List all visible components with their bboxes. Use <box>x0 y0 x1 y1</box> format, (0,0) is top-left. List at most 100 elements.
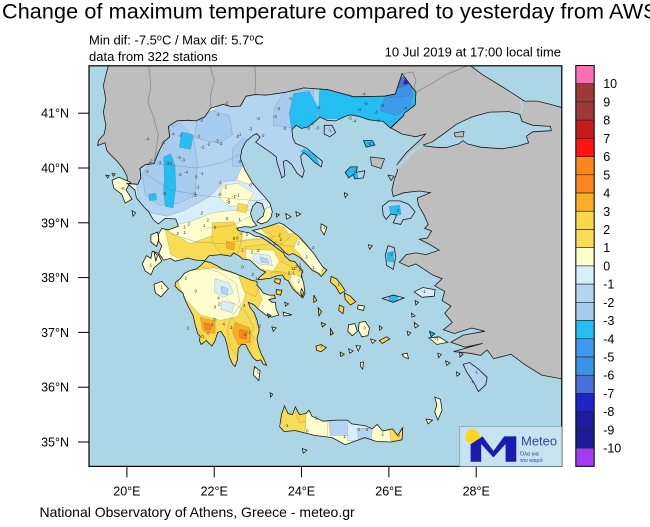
svg-text:1: 1 <box>255 276 258 281</box>
svg-text:-8: -8 <box>603 405 614 419</box>
svg-text:0: 0 <box>236 236 239 241</box>
svg-text:-2: -2 <box>396 208 400 213</box>
svg-text:2: 2 <box>274 241 277 246</box>
svg-text:-3: -3 <box>145 169 149 174</box>
svg-text:10 Jul 2019 at 17:00 local tim: 10 Jul 2019 at 17:00 local time <box>385 45 561 60</box>
svg-text:0: 0 <box>397 433 400 438</box>
svg-text:2: 2 <box>258 324 261 329</box>
svg-text:-4: -4 <box>362 92 366 97</box>
svg-text:0: 0 <box>195 288 198 293</box>
svg-text:-2: -2 <box>261 133 265 138</box>
svg-text:-3: -3 <box>276 106 280 111</box>
svg-text:-2: -2 <box>178 133 182 138</box>
svg-text:-4: -4 <box>147 161 151 166</box>
svg-text:2: 2 <box>207 218 210 223</box>
svg-text:-1: -1 <box>216 112 220 117</box>
svg-text:1: 1 <box>292 270 295 275</box>
svg-text:-2: -2 <box>161 140 165 145</box>
svg-text:Change of maximum temperature: Change of maximum temperature compared t… <box>2 0 650 24</box>
svg-text:-2: -2 <box>288 96 292 101</box>
svg-text:-7: -7 <box>603 387 614 401</box>
svg-text:2: 2 <box>241 248 244 253</box>
svg-text:-2: -2 <box>149 159 153 164</box>
svg-text:-2: -2 <box>199 118 203 123</box>
svg-text:3: 3 <box>251 272 254 277</box>
svg-text:2: 2 <box>201 211 204 216</box>
svg-text:0: 0 <box>195 174 198 179</box>
svg-text:-1: -1 <box>232 194 236 199</box>
svg-text:-1: -1 <box>217 180 221 185</box>
svg-text:26°E: 26°E <box>375 484 402 498</box>
svg-text:τον καιρό: τον καιρό <box>520 457 543 464</box>
svg-text:0: 0 <box>233 236 236 241</box>
svg-text:28°E: 28°E <box>463 484 490 498</box>
svg-text:-3: -3 <box>603 314 614 328</box>
svg-text:4: 4 <box>603 187 610 201</box>
svg-text:-6: -6 <box>603 369 614 383</box>
svg-text:2: 2 <box>185 276 188 281</box>
svg-text:-1: -1 <box>236 193 240 198</box>
svg-text:-3: -3 <box>367 141 371 146</box>
svg-text:4: 4 <box>243 303 246 308</box>
svg-text:2: 2 <box>251 250 254 255</box>
svg-text:2: 2 <box>280 237 283 242</box>
svg-text:-2: -2 <box>224 101 228 106</box>
svg-text:0: 0 <box>214 225 217 230</box>
svg-text:39°N: 39°N <box>41 216 69 230</box>
svg-text:-2: -2 <box>235 134 239 139</box>
svg-text:1: 1 <box>183 230 186 235</box>
svg-text:36°N: 36°N <box>41 381 69 395</box>
svg-text:-1: -1 <box>321 224 325 229</box>
svg-text:35°N: 35°N <box>41 436 69 450</box>
svg-text:-3: -3 <box>177 155 181 160</box>
svg-text:2: 2 <box>298 279 301 284</box>
svg-text:1: 1 <box>315 415 318 420</box>
svg-text:38°N: 38°N <box>41 271 69 285</box>
svg-text:-0: -0 <box>226 200 230 205</box>
svg-text:2: 2 <box>246 232 249 237</box>
svg-text:2: 2 <box>218 301 221 306</box>
svg-text:-2: -2 <box>282 126 286 131</box>
svg-text:-1: -1 <box>380 432 384 437</box>
svg-text:0: 0 <box>366 427 369 432</box>
svg-text:-5: -5 <box>348 115 352 120</box>
svg-text:0: 0 <box>226 216 229 221</box>
svg-text:6: 6 <box>603 150 610 164</box>
svg-text:-4: -4 <box>184 170 188 175</box>
svg-text:-1: -1 <box>435 337 439 342</box>
svg-text:-2: -2 <box>193 193 197 198</box>
svg-text:-1: -1 <box>470 379 474 384</box>
svg-text:-1: -1 <box>223 185 227 190</box>
svg-text:0: 0 <box>306 428 309 433</box>
svg-text:-3: -3 <box>256 116 260 121</box>
svg-text:0: 0 <box>213 317 216 322</box>
svg-text:-5: -5 <box>603 351 614 365</box>
svg-text:1: 1 <box>257 370 260 375</box>
svg-text:-2: -2 <box>168 161 172 166</box>
svg-text:-4: -4 <box>145 137 149 142</box>
svg-text:0: 0 <box>249 183 252 188</box>
svg-text:3: 3 <box>603 205 610 219</box>
svg-text:2: 2 <box>187 221 190 226</box>
svg-text:3: 3 <box>257 248 260 253</box>
svg-text:7: 7 <box>603 132 610 146</box>
svg-text:2: 2 <box>295 264 298 269</box>
svg-text:1: 1 <box>312 265 315 270</box>
svg-text:1: 1 <box>161 285 164 290</box>
svg-text:National Observatory of Athens: National Observatory of Athens, Greece -… <box>40 504 355 520</box>
svg-text:-1: -1 <box>474 370 478 375</box>
svg-text:1: 1 <box>203 223 206 228</box>
svg-text:-2: -2 <box>200 144 204 149</box>
svg-text:2: 2 <box>176 231 179 236</box>
svg-text:-1: -1 <box>356 427 360 432</box>
svg-text:0: 0 <box>364 326 367 331</box>
svg-text:-4: -4 <box>357 107 361 112</box>
svg-text:2: 2 <box>299 263 302 268</box>
svg-text:1: 1 <box>211 321 214 326</box>
svg-text:0: 0 <box>241 264 244 269</box>
svg-text:5: 5 <box>603 168 610 182</box>
svg-text:-1: -1 <box>284 423 288 428</box>
svg-text:data from 322 stations: data from 322 stations <box>89 49 218 64</box>
svg-text:-1: -1 <box>196 185 200 190</box>
svg-text:-0: -0 <box>120 186 124 191</box>
